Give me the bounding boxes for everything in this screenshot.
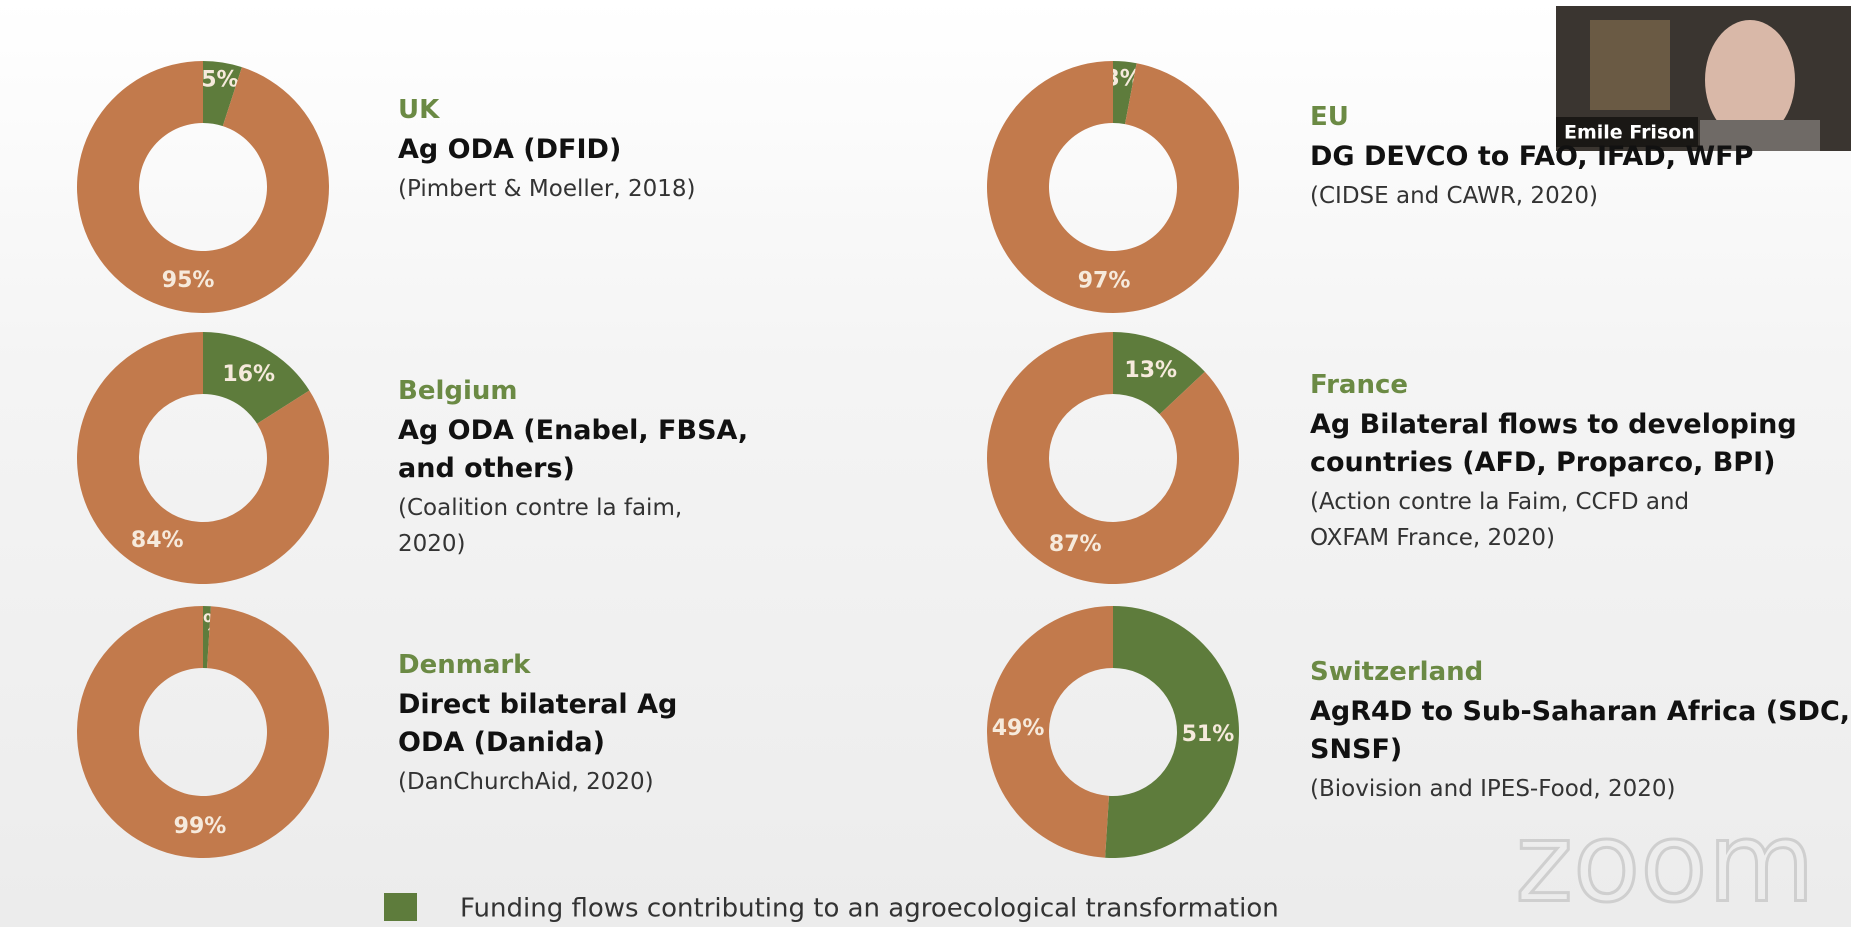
- value-label: 51%: [1182, 722, 1235, 747]
- donut-slice: [987, 332, 1240, 585]
- video-background: [1590, 20, 1670, 110]
- donut-slice: [1105, 606, 1240, 858]
- source-label: (Biovision and IPES-Food, 2020): [1310, 776, 1676, 802]
- speaker-name: Emile Frison: [1564, 122, 1695, 144]
- country-label: UK: [398, 95, 440, 125]
- donut-slice: [203, 606, 211, 669]
- value-label: 99%: [174, 814, 227, 839]
- chart-title: ODA (Danida): [398, 727, 605, 758]
- chart-title: Ag ODA (DFID): [398, 134, 622, 165]
- value-label: 97%: [1078, 269, 1131, 294]
- chart-title: and others): [398, 453, 575, 484]
- value-label: 95%: [162, 268, 215, 293]
- chart-title: countries (AFD, Proparco, BPI): [1310, 447, 1776, 478]
- donut-slice: [1113, 332, 1205, 415]
- speaker-shirt: [1700, 120, 1820, 151]
- donut-slice: [203, 61, 242, 127]
- country-label: France: [1310, 370, 1409, 400]
- value-label: 5%: [201, 67, 238, 92]
- value-label: 84%: [131, 528, 184, 553]
- chart-title: AgR4D to Sub-Saharan Africa (SDC,: [1310, 696, 1851, 727]
- donut-slice: [77, 61, 329, 313]
- value-label: 16%: [222, 362, 275, 387]
- chart-title: Direct bilateral Ag: [398, 689, 678, 720]
- source-label: (DanChurchAid, 2020): [398, 769, 654, 795]
- donut-slice: [987, 61, 1239, 313]
- donut-slice: [203, 332, 310, 424]
- donut-slice: [77, 332, 330, 584]
- zoom-watermark: zoom: [1515, 798, 1815, 926]
- donut-slice: [1113, 61, 1137, 125]
- source-label: 2020): [398, 531, 466, 557]
- source-label: (Coalition contre la faim,: [398, 495, 683, 521]
- source-label: (Pimbert & Moeller, 2018): [398, 176, 696, 202]
- value-label: 13%: [1124, 358, 1177, 383]
- chart-title: DG DEVCO to FAO, IFAD, WFP: [1310, 141, 1754, 172]
- legend-swatch: [384, 893, 417, 921]
- value-label: 87%: [1049, 532, 1102, 557]
- chart-title: SNSF): [1310, 734, 1403, 765]
- donut-slice: [76, 606, 329, 859]
- country-label: Switzerland: [1310, 657, 1484, 687]
- value-label: 49%: [992, 716, 1045, 741]
- source-label: OXFAM France, 2020): [1310, 525, 1556, 551]
- speaker-label-bg: [1556, 117, 1698, 147]
- source-label: (CIDSE and CAWR, 2020): [1310, 183, 1598, 209]
- country-label: Denmark: [398, 650, 531, 680]
- legend-label: Funding flows contributing to an agroeco…: [460, 894, 1279, 924]
- country-label: Belgium: [398, 376, 518, 406]
- chart-title: Ag Bilateral flows to developing: [1310, 409, 1797, 440]
- country-label: EU: [1310, 102, 1349, 132]
- donut-slice: [986, 606, 1113, 858]
- chart-title: Ag ODA (Enabel, FBSA,: [398, 415, 749, 446]
- source-label: (Action contre la Faim, CCFD and: [1310, 489, 1690, 515]
- speaker-face: [1705, 20, 1795, 140]
